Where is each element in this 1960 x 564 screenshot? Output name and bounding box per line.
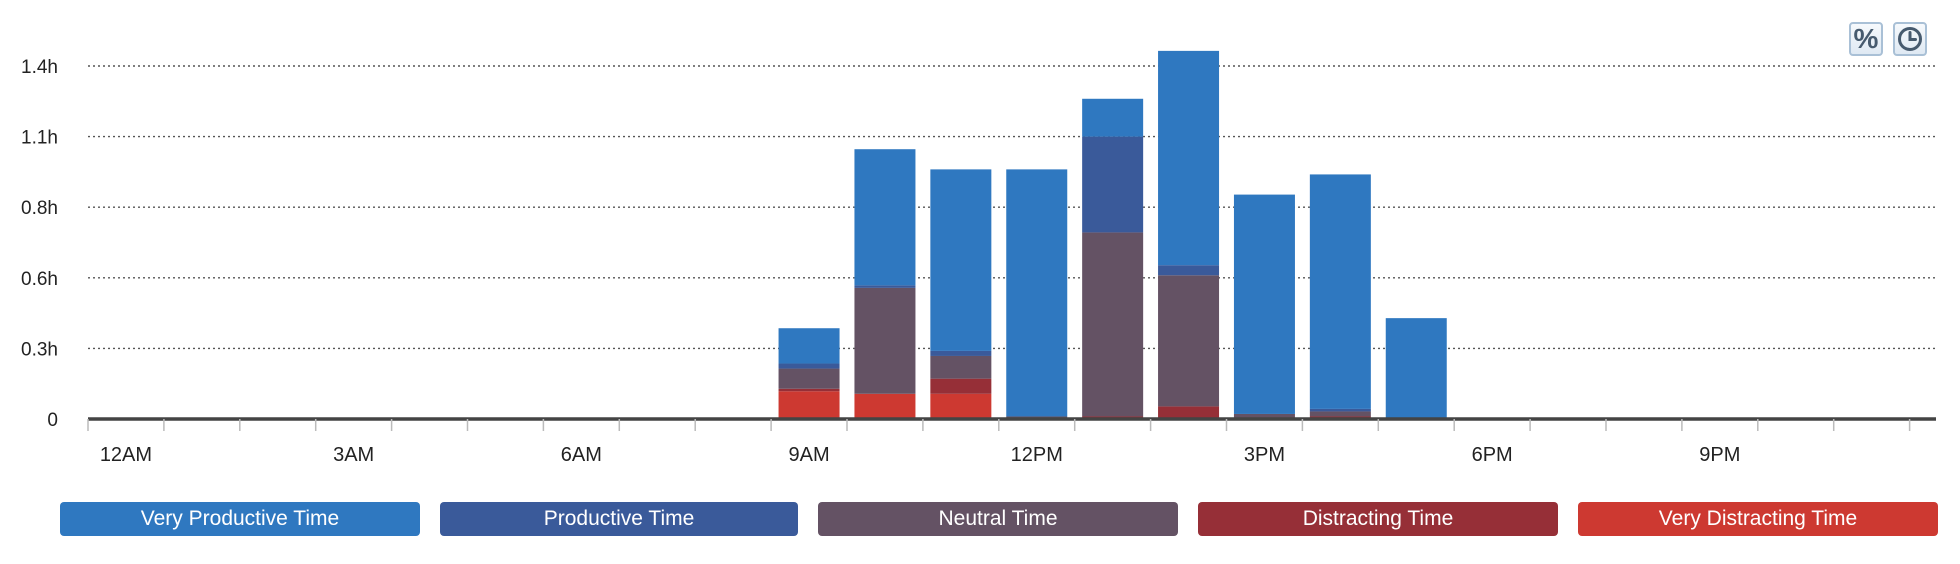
bar-segment[interactable] bbox=[930, 169, 992, 351]
x-tick-label: 9PM bbox=[1699, 444, 1740, 466]
clock-icon bbox=[1898, 27, 1922, 51]
bar-segment[interactable] bbox=[778, 363, 840, 369]
bar-segment[interactable] bbox=[778, 368, 840, 389]
y-tick-label: 1.1h bbox=[21, 128, 58, 149]
legend-label: Very Distracting Time bbox=[1658, 507, 1858, 530]
x-axis-labels: 12AM 3AM 6AM 9AM 12PM 3PM 6PM 9PM bbox=[100, 444, 1741, 466]
bar-segment[interactable] bbox=[854, 149, 916, 286]
bar-segment[interactable] bbox=[930, 350, 992, 356]
x-tick-label: 12PM bbox=[1011, 444, 1063, 466]
y-tick-label: 0.8h bbox=[21, 198, 58, 219]
bar-segment[interactable] bbox=[1006, 169, 1068, 417]
bar-segment[interactable] bbox=[1082, 232, 1144, 417]
legend-very-distracting[interactable]: Very Distracting Time bbox=[1578, 502, 1938, 536]
legend-label: Distracting Time bbox=[1302, 507, 1454, 530]
bar-segment[interactable] bbox=[930, 393, 992, 419]
x-tick-label: 9AM bbox=[788, 444, 829, 466]
x-axis bbox=[87, 417, 1936, 431]
x-tick-label: 6PM bbox=[1472, 444, 1513, 466]
y-tick-label: 0.6h bbox=[21, 269, 58, 290]
y-axis-labels: 0 0.3h 0.6h 0.8h 1.1h 1.4h bbox=[21, 57, 58, 431]
legend-label: Very Productive Time bbox=[140, 507, 340, 530]
bar-segment[interactable] bbox=[1309, 411, 1371, 417]
bar-segment[interactable] bbox=[1309, 408, 1371, 412]
x-tick-label: 3PM bbox=[1244, 444, 1285, 466]
y-tick-label: 0.3h bbox=[21, 339, 58, 360]
legend-label: Productive Time bbox=[543, 507, 695, 530]
legend-productive[interactable]: Productive Time bbox=[440, 502, 798, 536]
bar-segment[interactable] bbox=[854, 285, 916, 288]
percent-icon: % bbox=[1853, 23, 1879, 54]
grid-lines bbox=[88, 65, 1936, 350]
bar-segment[interactable] bbox=[854, 393, 916, 419]
time-view-button[interactable] bbox=[1893, 22, 1927, 56]
legend-neutral[interactable]: Neutral Time bbox=[818, 502, 1178, 536]
legend-distracting[interactable]: Distracting Time bbox=[1198, 502, 1558, 536]
bar-segment[interactable] bbox=[1385, 318, 1447, 419]
x-tick-label: 3AM bbox=[333, 444, 374, 466]
x-tick-label: 6AM bbox=[561, 444, 602, 466]
bar-segment[interactable] bbox=[778, 328, 840, 364]
bar-segment[interactable] bbox=[1158, 406, 1220, 419]
bar-segment[interactable] bbox=[1158, 265, 1220, 276]
percent-view-button[interactable]: % bbox=[1849, 22, 1883, 56]
bars bbox=[778, 50, 1447, 419]
bar-segment[interactable] bbox=[930, 378, 992, 394]
bar-segment[interactable] bbox=[930, 355, 992, 379]
bar-segment[interactable] bbox=[1309, 174, 1371, 409]
bar-segment[interactable] bbox=[1158, 50, 1220, 266]
bar-segment[interactable] bbox=[1082, 98, 1144, 137]
bar-segment[interactable] bbox=[1233, 413, 1295, 419]
bar-segment[interactable] bbox=[778, 391, 840, 419]
y-tick-label: 1.4h bbox=[21, 57, 58, 78]
legend-very-productive[interactable]: Very Productive Time bbox=[60, 502, 420, 536]
legend-label: Neutral Time bbox=[938, 507, 1058, 530]
bar-segment[interactable] bbox=[778, 388, 840, 392]
y-tick-label: 0 bbox=[47, 410, 58, 431]
bar-segment[interactable] bbox=[854, 287, 916, 394]
x-tick-label: 12AM bbox=[100, 444, 152, 466]
bar-segment[interactable] bbox=[1158, 275, 1220, 407]
bar-segment[interactable] bbox=[1082, 136, 1144, 233]
bar-segment[interactable] bbox=[1233, 194, 1295, 414]
